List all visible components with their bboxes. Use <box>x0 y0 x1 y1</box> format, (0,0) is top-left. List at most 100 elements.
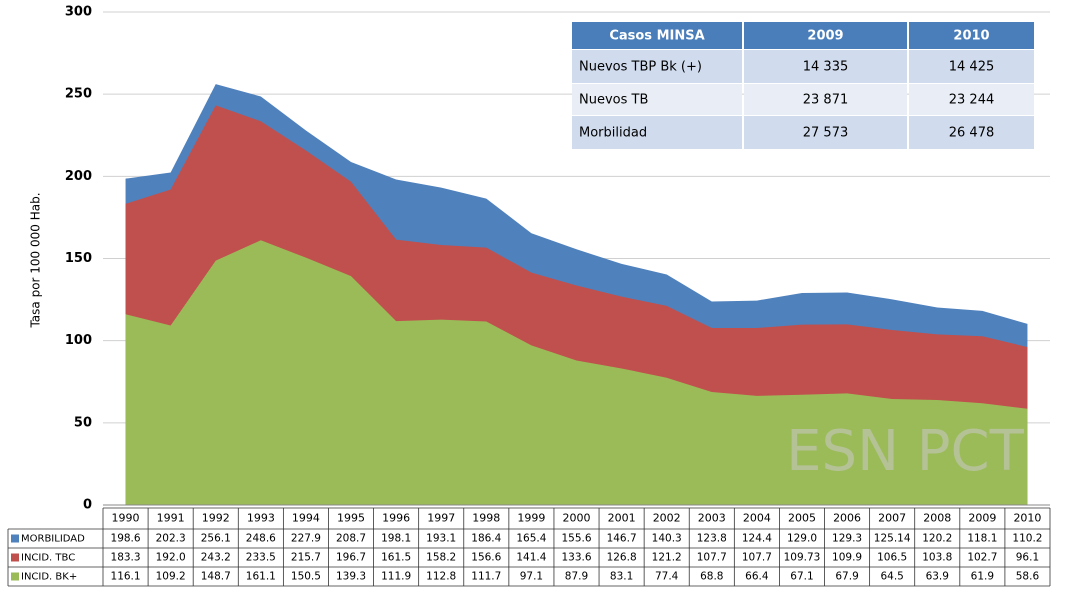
data-label: 256.1 <box>201 533 231 545</box>
inset-cell-text: 27 573 <box>803 126 849 141</box>
data-label: 198.1 <box>381 533 411 545</box>
x-tick-label: 2010 <box>1013 512 1041 525</box>
inset-header-cell <box>744 22 907 49</box>
data-label: 111.7 <box>471 571 501 583</box>
data-label: 68.8 <box>700 571 723 583</box>
y-tick-label: 200 <box>65 169 92 184</box>
data-label: 248.6 <box>246 533 276 545</box>
data-label: 227.9 <box>291 533 321 545</box>
x-tick-label: 1997 <box>427 512 455 525</box>
inset-cell-text: 14 425 <box>949 60 995 75</box>
data-label: 109.73 <box>784 552 821 564</box>
inset-cell-text: 23 244 <box>949 93 995 108</box>
data-label: 198.6 <box>111 533 141 545</box>
data-label: 112.8 <box>426 571 456 583</box>
watermark: ESN PCT <box>786 419 1024 484</box>
inset-header: 2010 <box>953 29 989 44</box>
data-label: 183.3 <box>111 552 141 564</box>
data-label: 107.7 <box>742 552 772 564</box>
legend-label: INCID. BK+ <box>21 572 77 583</box>
inset-header-cell <box>909 22 1034 49</box>
data-label: 87.9 <box>565 571 588 583</box>
inset-cell-text: Nuevos TB <box>579 93 648 108</box>
y-tick-label: 250 <box>65 87 92 102</box>
data-label: 110.2 <box>1012 533 1042 545</box>
inset-cell <box>744 50 907 83</box>
data-label: 158.2 <box>426 552 456 564</box>
data-label: 193.1 <box>426 533 456 545</box>
x-tick-label: 2004 <box>743 512 771 525</box>
data-label: 120.2 <box>922 533 952 545</box>
data-label: 146.7 <box>607 533 637 545</box>
legend-label: MORBILIDAD <box>21 534 85 545</box>
inset-header: 2009 <box>807 29 843 44</box>
data-label: 233.5 <box>246 552 276 564</box>
data-label: 126.8 <box>607 552 637 564</box>
data-label: 116.1 <box>111 571 141 583</box>
inset-cell <box>909 50 1034 83</box>
x-tick-label: 1996 <box>382 512 410 525</box>
x-tick-label: 2001 <box>608 512 636 525</box>
data-label: 118.1 <box>967 533 997 545</box>
x-tick-label: 1999 <box>517 512 545 525</box>
inset-cell-text: 14 335 <box>803 60 849 75</box>
data-label: 102.7 <box>967 552 997 564</box>
x-tick-label: 2008 <box>923 512 951 525</box>
data-label: 215.7 <box>291 552 321 564</box>
inset-cell <box>909 116 1034 149</box>
legend-swatch <box>11 534 19 543</box>
x-tick-label: 1994 <box>292 512 320 525</box>
y-tick-label: 300 <box>65 5 92 20</box>
x-tick-label: 2006 <box>833 512 861 525</box>
data-label: 123.8 <box>697 533 727 545</box>
x-tick-label: 2007 <box>878 512 906 525</box>
y-axis-label: Tasa por 100 000 Hab. <box>29 192 43 328</box>
inset-cell-text: Morbilidad <box>579 126 647 141</box>
x-tick-label: 2009 <box>968 512 996 525</box>
data-label: 125.14 <box>874 533 911 545</box>
data-label: 67.1 <box>790 571 813 583</box>
inset-header: Casos MINSA <box>609 29 704 44</box>
data-label: 63.9 <box>926 571 949 583</box>
data-label: 140.3 <box>652 533 682 545</box>
data-label: 124.4 <box>742 533 772 545</box>
inset-cell <box>572 84 742 115</box>
data-label: 186.4 <box>471 533 501 545</box>
inset-cell-text: Nuevos TBP Bk (+) <box>579 60 702 75</box>
x-tick-label: 1992 <box>202 512 230 525</box>
data-label: 139.3 <box>336 571 366 583</box>
inset-cell <box>909 84 1034 115</box>
data-label: 64.5 <box>880 571 903 583</box>
data-label: 111.9 <box>381 571 411 583</box>
data-label: 109.2 <box>156 571 186 583</box>
data-label: 107.7 <box>697 552 727 564</box>
x-tick-label: 1990 <box>112 512 140 525</box>
data-label: 83.1 <box>610 571 633 583</box>
x-tick-label: 2003 <box>698 512 726 525</box>
data-label: 129.3 <box>832 533 862 545</box>
data-label: 165.4 <box>516 533 546 545</box>
inset-cell <box>744 116 907 149</box>
data-label: 121.2 <box>652 552 682 564</box>
data-label: 77.4 <box>655 571 679 583</box>
data-label: 150.5 <box>291 571 321 583</box>
data-label: 141.4 <box>516 552 546 564</box>
legend-swatch <box>11 553 19 562</box>
data-label: 106.5 <box>877 552 907 564</box>
data-label: 129.0 <box>787 533 817 545</box>
data-label: 156.6 <box>471 552 501 564</box>
x-tick-label: 2002 <box>653 512 681 525</box>
data-label: 243.2 <box>201 552 231 564</box>
data-label: 67.9 <box>835 571 858 583</box>
data-label: 96.1 <box>1016 552 1039 564</box>
y-tick-label: 150 <box>65 251 92 266</box>
x-tick-label: 1995 <box>337 512 365 525</box>
x-tick-label: 1993 <box>247 512 275 525</box>
data-label: 196.7 <box>336 552 366 564</box>
y-tick-label: 50 <box>74 415 92 430</box>
x-tick-label: 1998 <box>472 512 500 525</box>
data-label: 192.0 <box>156 552 186 564</box>
inset-cell <box>744 84 907 115</box>
data-label: 161.1 <box>246 571 276 583</box>
data-label: 66.4 <box>745 571 769 583</box>
